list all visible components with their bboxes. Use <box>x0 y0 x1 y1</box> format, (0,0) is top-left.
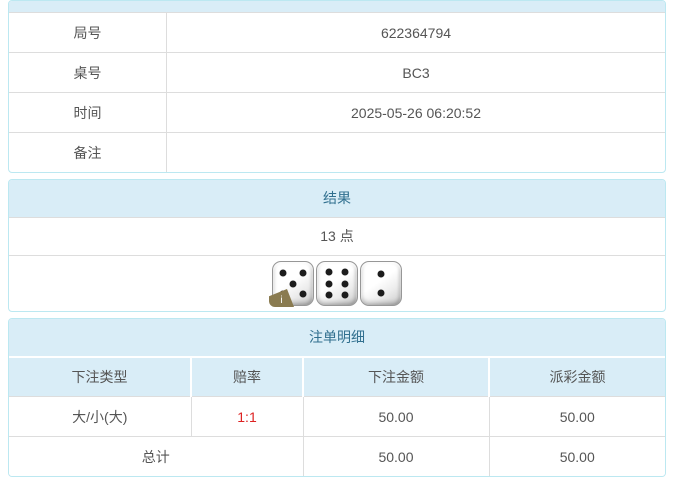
result-panel: 结果 13 点 i <box>8 179 666 312</box>
remark-label: 备注 <box>9 132 167 172</box>
round-id-value: 622364794 <box>166 12 665 53</box>
col-payout-amount: 派彩金额 <box>488 358 665 397</box>
table-id-label: 桌号 <box>9 52 167 93</box>
table-row: 桌号 BC3 <box>9 52 665 93</box>
bet-details-table: 下注类型 赔率 下注金额 派彩金额 大/小(大) 1:1 50.00 50.00… <box>9 358 665 476</box>
col-odds: 赔率 <box>190 358 303 397</box>
bet-type-value: 大/小(大) <box>9 396 191 437</box>
result-heading: 结果 <box>9 180 665 217</box>
table-row: 备注 <box>9 132 665 172</box>
dice-row: i <box>9 255 665 311</box>
payout-amount-value: 50.00 <box>488 396 665 437</box>
table-id-value: BC3 <box>166 52 665 93</box>
die-3 <box>360 261 402 306</box>
bet-amount-value: 50.00 <box>302 396 489 437</box>
col-bet-amount: 下注金额 <box>302 358 489 397</box>
bet-details-heading: 注单明细 <box>9 319 665 358</box>
game-info-heading <box>9 1 665 12</box>
total-label: 总计 <box>9 436 303 476</box>
bets-header-row: 下注类型 赔率 下注金额 派彩金额 <box>9 358 665 397</box>
time-label: 时间 <box>9 92 167 133</box>
bet-detail-page: 局号 622364794 桌号 BC3 时间 2025-05-26 06:20:… <box>8 0 666 483</box>
table-row: 局号 622364794 <box>9 12 665 53</box>
table-row: 大/小(大) 1:1 50.00 50.00 <box>9 396 665 437</box>
bet-details-panel: 注单明细 下注类型 赔率 下注金额 派彩金额 大/小(大) 1:1 50.00 … <box>8 318 666 477</box>
total-bet-amount: 50.00 <box>302 436 489 476</box>
remark-value <box>166 132 665 172</box>
total-row: 总计 50.00 50.00 <box>9 436 665 476</box>
col-bet-type: 下注类型 <box>9 358 191 397</box>
die-2 <box>316 261 358 306</box>
game-info-table: 局号 622364794 桌号 BC3 时间 2025-05-26 06:20:… <box>9 12 665 172</box>
result-points: 13 点 <box>9 217 665 255</box>
time-value: 2025-05-26 06:20:52 <box>166 92 665 133</box>
table-row: 时间 2025-05-26 06:20:52 <box>9 92 665 133</box>
die-1: i <box>269 261 314 307</box>
round-id-label: 局号 <box>9 12 167 53</box>
total-payout-amount: 50.00 <box>488 436 665 476</box>
game-info-panel: 局号 622364794 桌号 BC3 时间 2025-05-26 06:20:… <box>8 0 666 173</box>
odds-value: 1:1 <box>190 396 303 437</box>
info-badge-icon[interactable]: i <box>269 289 294 307</box>
